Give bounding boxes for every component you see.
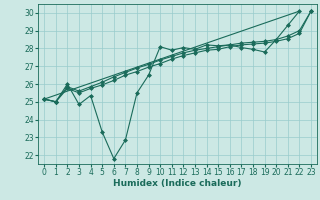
- X-axis label: Humidex (Indice chaleur): Humidex (Indice chaleur): [113, 179, 242, 188]
